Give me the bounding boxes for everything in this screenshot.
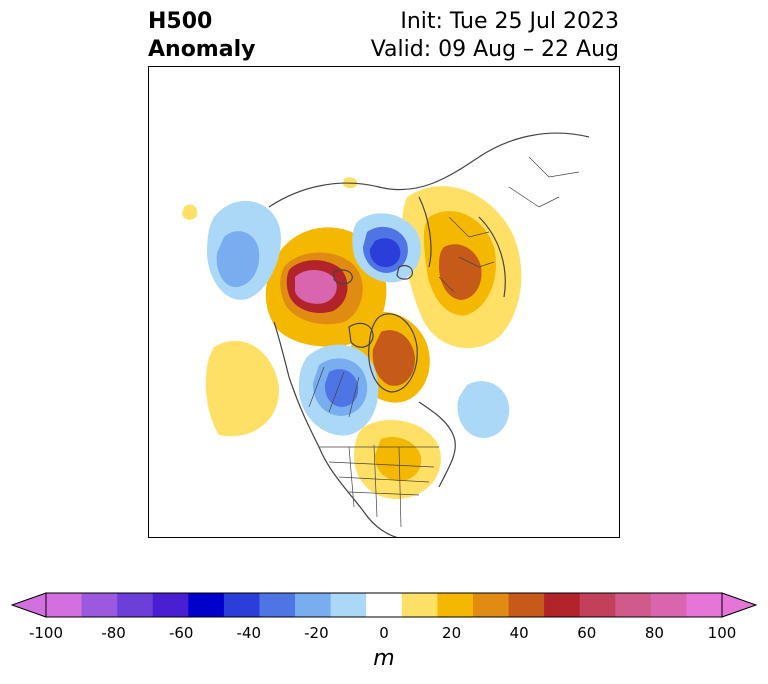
map-outlines [268,132,590,537]
colorbar-tick-label: -40 [236,624,262,642]
colorbar-cell [330,593,367,617]
coastline-eurasia [268,132,590,298]
colorbar-cell [508,593,545,617]
coastline-north-america [273,321,456,537]
colorbar-cell [686,593,723,617]
colorbar-tick-label: -80 [101,624,126,642]
colorbar-tick-label: 0 [379,624,389,642]
colorbar-cell [366,593,403,617]
colorbar-tick-label: -20 [304,624,329,642]
colorbar-cell [579,593,616,617]
colorbar-cell [188,593,225,617]
colorbar-cell [650,593,687,617]
positive-anomaly-pacific [205,340,280,437]
anomaly-map [148,66,620,538]
coastline-greenland [368,313,418,393]
colorbar-cell [152,593,189,617]
colorbar-extend-max [721,592,758,618]
title-variable: H500 [148,9,213,34]
colorbar-tick-label: -60 [168,624,194,642]
colorbar-tick-label: -100 [28,624,64,642]
colorbar-cell [46,593,83,617]
colorbar-unit: m [373,646,395,671]
country-borders-eurasia [438,156,580,293]
map-dates: Init: Tue 25 Jul 2023 Valid: 09 Aug – 22… [371,8,619,64]
coastline-arctic-islands [333,264,413,348]
colorbar-cell [472,593,510,617]
colorbar-outline [45,592,723,618]
negative-anomaly-atlantic [457,381,510,438]
colorbar-cell [401,593,438,617]
negative-anomaly-hudson-core [324,369,359,407]
colorbar-tick-label: 20 [442,624,462,642]
colorbar-extend-min [10,592,47,618]
positive-anomaly-beaufort-max [295,269,337,304]
colorbar-cell [544,593,581,617]
anomaly-fill [182,177,522,500]
colorbar-cells [46,593,723,617]
colorbar-cell [295,593,332,617]
province-borders-canada [308,366,360,418]
positive-anomaly-scandinavia-inner [439,244,482,300]
init-date: Init: Tue 25 Jul 2023 [400,9,619,34]
colorbar [10,592,758,618]
colorbar-tick-label: 60 [577,624,597,642]
colorbar-tick-label: 40 [509,624,529,642]
colorbar-cell [223,593,260,617]
colorbar-tick-label: 100 [707,624,737,642]
colorbar-cell [615,593,652,617]
colorbar-cell [81,593,118,617]
colorbar-cell [437,593,474,617]
negative-anomaly-alaska-core [216,231,260,287]
negative-anomaly-siberia-core [369,238,401,268]
colorbar-cell [259,593,296,617]
valid-range: Valid: 09 Aug – 22 Aug [370,37,619,62]
map-title: H500 Anomaly [148,8,255,64]
positive-anomaly-eastern-us-core [374,437,422,482]
state-borders-us [319,444,439,528]
positive-anomaly-greenland-core [372,330,415,386]
colorbar-cell [117,593,154,617]
colorbar-tick-label: 80 [644,624,664,642]
title-field: Anomaly [148,37,256,62]
positive-anomaly-aleutian-small [182,204,198,220]
map-canvas [182,132,590,537]
